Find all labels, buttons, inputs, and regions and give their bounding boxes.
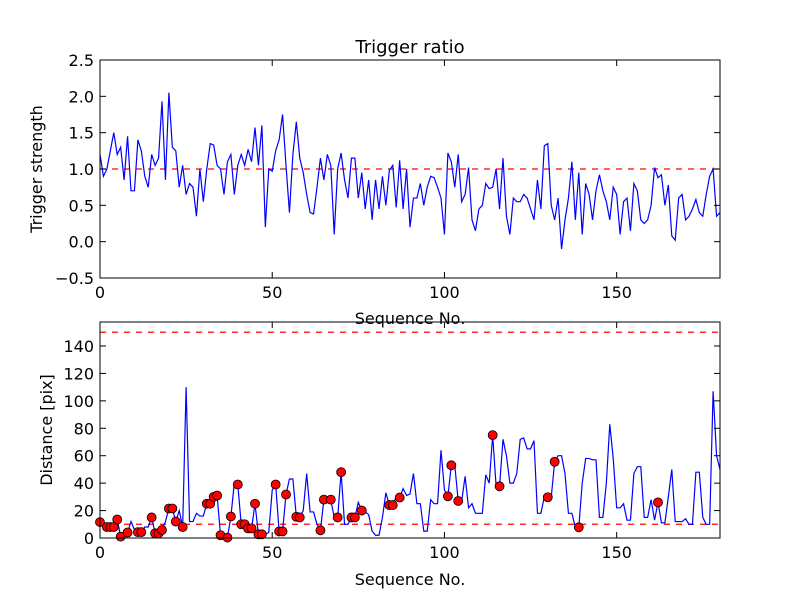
flagged-point-marker: [315, 525, 326, 536]
y-tick-label: 2.0: [69, 87, 94, 106]
y-tick-label: 60: [74, 447, 94, 466]
flagged-point-marker: [332, 512, 343, 523]
axes-frame: [99, 321, 721, 539]
top-y-axis-label: Trigger strength: [27, 105, 46, 234]
flagged-point-marker: [349, 512, 360, 523]
y-tick-label: 100: [63, 392, 94, 411]
flagged-point-marker: [653, 497, 663, 508]
flagged-point-marker: [170, 516, 181, 527]
flagged-point-marker: [281, 489, 291, 500]
flagged-point-marker: [146, 512, 157, 523]
top-x-axis-label: Sequence No.: [355, 309, 466, 328]
x-tick-label: 100: [429, 283, 460, 302]
y-tick-label: 120: [63, 364, 94, 383]
chart-title: Trigger ratio: [354, 37, 464, 58]
flagged-point-marker: [122, 527, 133, 538]
plot-area: [100, 92, 720, 250]
x-tick-label: 150: [601, 283, 632, 302]
y-tick-label: 1.5: [69, 124, 94, 143]
flagged-point-marker: [157, 525, 167, 535]
x-tick-label: 0: [95, 283, 105, 302]
flagged-point-marker: [442, 491, 453, 502]
bottom-y-axis-label: Distance [pix]: [37, 374, 56, 486]
flagged-point-marker: [225, 511, 236, 522]
flagged-point-marker: [270, 479, 281, 490]
flagged-point-marker: [542, 492, 553, 503]
flagged-point-marker: [294, 512, 305, 523]
flagged-point-marker: [277, 526, 288, 537]
flagged-point-marker: [112, 514, 123, 525]
flagged-point-marker: [177, 522, 188, 532]
bottom-x-axis-label: Sequence No.: [355, 570, 466, 589]
flagged-point-marker: [573, 522, 584, 533]
plot-area: [100, 331, 720, 538]
bottom-axes: 0 50 100 150 0 20 40 60 80 100 120 140: [63, 321, 721, 562]
flagged-point-marker: [394, 492, 405, 503]
y-tick-label: 40: [74, 474, 94, 493]
x-tick-label: 50: [262, 543, 282, 562]
y-tick-label: −0.5: [55, 269, 94, 288]
y-tick-label: 0: [84, 529, 94, 548]
x-tick-label: 0: [95, 543, 105, 562]
x-tick-label: 150: [601, 543, 632, 562]
flagged-point-marker: [325, 494, 336, 505]
flagged-point-marker: [256, 529, 267, 540]
series-line-trigger-strength: [100, 92, 720, 250]
flagged-point-marker: [250, 498, 260, 509]
flagged-point-marker: [246, 523, 257, 534]
y-tick-label: 2.5: [69, 51, 94, 70]
y-tick-label: 0.5: [69, 196, 94, 215]
y-tick-label: 140: [63, 337, 94, 356]
flagged-point-marker: [336, 467, 347, 478]
flagged-point-marker: [136, 527, 147, 538]
flagged-point-marker: [549, 456, 560, 467]
flagged-point-marker: [453, 496, 464, 506]
flagged-point-marker: [212, 490, 223, 501]
flagged-point-marker: [167, 503, 178, 514]
y-tick-label: 0.0: [69, 233, 94, 252]
flagged-point-marker: [356, 505, 367, 516]
y-tick-label: 1.0: [69, 160, 94, 179]
top-axes: 0 50 100 150 −0.5 0.0 0.5 1.0 1.5 2.0 2.5: [55, 51, 721, 302]
y-tick-label: 80: [74, 419, 94, 438]
flagged-point-marker: [446, 460, 457, 471]
x-tick-label: 50: [262, 283, 282, 302]
series-line-distance: [100, 387, 720, 538]
x-tick-label: 100: [429, 543, 460, 562]
flagged-point-marker: [232, 479, 243, 490]
flagged-point-marker: [494, 481, 505, 492]
flagged-point-marker: [487, 430, 498, 441]
y-tick-label: 20: [74, 502, 94, 521]
flagged-point-marker: [387, 500, 398, 510]
